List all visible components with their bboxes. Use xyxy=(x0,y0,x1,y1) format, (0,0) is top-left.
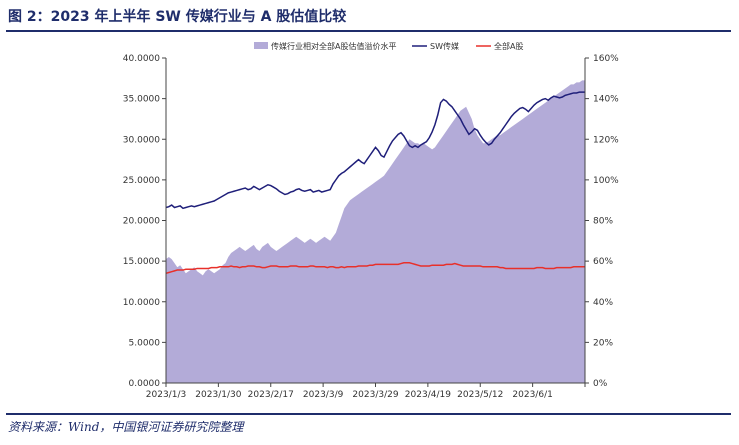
x-axis-tick-label: 2023/6/1 xyxy=(512,390,552,400)
right-axis-tick-label: 160% xyxy=(593,54,619,64)
right-axis-tick-label: 40% xyxy=(593,298,613,308)
right-axis-tick-label: 20% xyxy=(593,338,613,348)
left-axis-tick-label: 35.0000 xyxy=(123,95,160,105)
left-axis-tick-label: 20.0000 xyxy=(123,217,160,227)
legend-swatch-premium xyxy=(254,42,268,49)
left-axis-tick-label: 5.0000 xyxy=(129,338,161,348)
left-axis-tick-label: 10.0000 xyxy=(123,298,160,308)
legend-label-all-a: 全部A股 xyxy=(494,41,523,51)
all-a-share-line xyxy=(165,262,585,275)
left-axis-tick-label: 30.0000 xyxy=(123,135,160,145)
x-axis-tick-label: 2023/3/29 xyxy=(352,390,398,400)
x-axis-tick-label: 2023/5/12 xyxy=(457,390,503,400)
right-axis-tick-label: 60% xyxy=(593,257,613,267)
x-axis-tick-label: 2023/3/9 xyxy=(303,390,344,400)
premium-area-series xyxy=(166,80,585,383)
x-axis-tick-label: 2023/4/19 xyxy=(405,390,451,400)
right-axis-tick-label: 0% xyxy=(593,379,608,389)
right-axis-tick-label: 80% xyxy=(593,217,613,227)
x-axis-tick-label: 2023/1/3 xyxy=(146,390,186,400)
legend-label-sw-media: SW传媒 xyxy=(430,41,459,51)
right-axis-tick-label: 140% xyxy=(593,95,619,105)
left-axis-tick-label: 40.0000 xyxy=(123,54,160,64)
top-rule xyxy=(6,30,731,32)
x-axis-tick-label: 2023/1/30 xyxy=(195,390,241,400)
left-axis-tick-label: 0.0000 xyxy=(129,379,161,389)
left-axis-tick-label: 25.0000 xyxy=(123,176,160,186)
x-axis-tick-label: 2023/2/17 xyxy=(248,390,294,400)
source-note: 资料来源：Wind，中国银河证券研究院整理 xyxy=(8,420,244,434)
right-axis-tick-label: 100% xyxy=(593,176,619,186)
legend-label-premium: 传媒行业相对全部A股估值溢价水平 xyxy=(271,41,396,51)
figure-title: 图 2：2023 年上半年 SW 传媒行业与 A 股估值比较 xyxy=(8,9,347,25)
sw-media-line xyxy=(165,91,585,210)
left-axis-tick-label: 15.0000 xyxy=(123,257,160,267)
right-axis-tick-label: 120% xyxy=(593,135,619,145)
bottom-rule xyxy=(6,413,731,415)
chart-legend: 传媒行业相对全部A股估值溢价水平 SW传媒 全部A股 xyxy=(254,41,523,51)
